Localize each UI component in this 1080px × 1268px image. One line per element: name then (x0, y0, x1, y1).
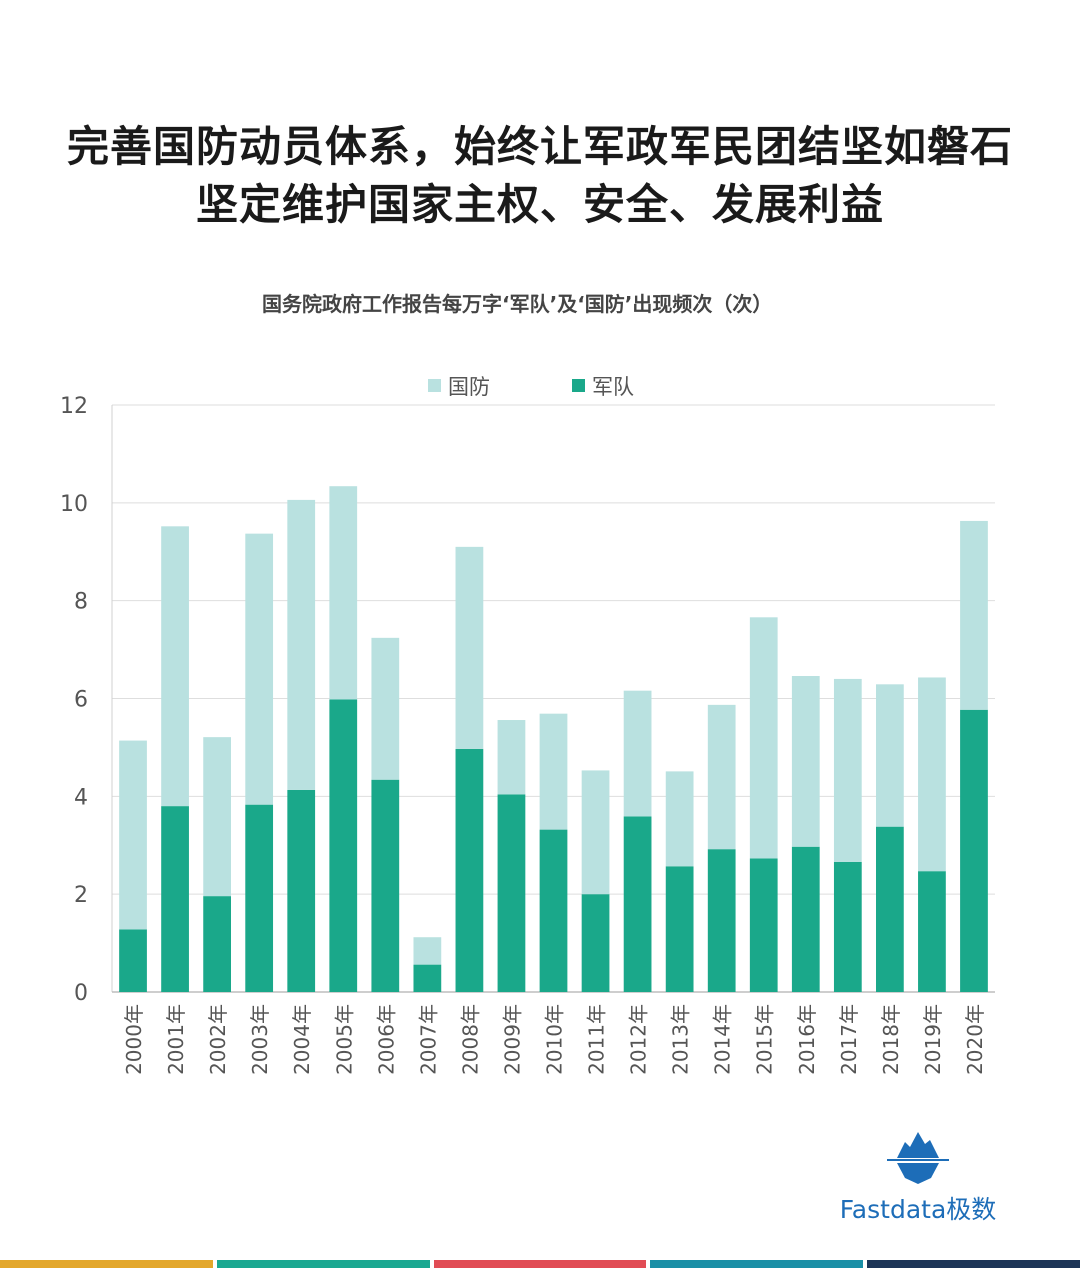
bar-国防-2002年 (203, 737, 231, 897)
bar-军队-2010年 (539, 829, 568, 992)
x-tick-label: 2003年 (248, 1004, 272, 1075)
bar-国防-2001年 (161, 526, 189, 807)
bar-军队-2006年 (371, 779, 400, 992)
bar-军队-2015年 (749, 858, 778, 992)
legend-label-国防: 国防 (448, 375, 490, 399)
x-tick-label: 2000年 (122, 1004, 146, 1075)
bar-军队-2012年 (623, 816, 652, 992)
bar-国防-2014年 (707, 704, 736, 850)
bar-国防-2003年 (245, 533, 274, 805)
y-tick-label: 2 (74, 883, 88, 908)
x-tick-label: 2018年 (879, 1004, 903, 1075)
bar-军队-2016年 (791, 846, 820, 992)
headline-line-1: 完善国防动员体系，始终让军政军民团结坚如磐石 (66, 122, 1013, 171)
footer-stripe-4 (650, 1260, 864, 1268)
bar-军队-2011年 (581, 894, 610, 992)
brand: Fastdata极数 (836, 1128, 1000, 1226)
headline-line-2: 坚定维护国家主权、安全、发展利益 (195, 180, 884, 229)
bar-军队-2005年 (329, 699, 358, 992)
x-tick-label: 2011年 (585, 1004, 609, 1075)
x-tick-label: 2010年 (543, 1004, 567, 1075)
x-tick-label: 2019年 (921, 1004, 945, 1075)
x-tick-label: 2012年 (627, 1004, 651, 1075)
y-tick-label: 8 (74, 590, 88, 615)
x-tick-label: 2001年 (164, 1004, 188, 1075)
bar-国防-2005年 (329, 486, 358, 700)
bar-军队-2009年 (497, 794, 526, 992)
bar-国防-2004年 (287, 499, 316, 790)
x-tick-label: 2002年 (206, 1004, 230, 1075)
bar-军队-2013年 (665, 866, 694, 992)
y-tick-label: 0 (74, 981, 88, 1006)
bar-国防-2015年 (749, 617, 778, 859)
y-tick-label: 10 (60, 492, 88, 517)
bar-军队-2017年 (833, 861, 862, 992)
x-tick-label: 2004年 (290, 1004, 314, 1075)
bar-军队-2007年 (413, 964, 442, 992)
x-tick-label: 2005年 (332, 1004, 356, 1075)
y-tick-label: 6 (74, 688, 88, 713)
bar-国防-2013年 (665, 771, 694, 867)
bar-国防-2019年 (918, 677, 946, 872)
footer-stripe-5 (867, 1260, 1080, 1268)
y-tick-label: 12 (60, 394, 88, 419)
headline: 完善国防动员体系，始终让军政军民团结坚如磐石 坚定维护国家主权、安全、发展利益 (0, 118, 1080, 234)
bar-国防-2008年 (455, 546, 484, 749)
x-tick-label: 2009年 (500, 1004, 524, 1075)
bar-军队-2008年 (455, 748, 484, 992)
x-tick-label: 2014年 (711, 1004, 735, 1075)
x-tick-label: 2008年 (458, 1004, 482, 1075)
bar-国防-2016年 (791, 675, 820, 847)
x-tick-label: 2020年 (963, 1004, 987, 1075)
legend-label-军队: 军队 (592, 375, 634, 399)
bar-国防-2012年 (623, 690, 652, 817)
bar-军队-2003年 (245, 804, 274, 992)
x-tick-label: 2015年 (753, 1004, 777, 1075)
bar-军队-2018年 (876, 826, 904, 992)
bar-国防-2011年 (581, 770, 610, 895)
footer-stripe-2 (216, 1260, 430, 1268)
bar-国防-2006年 (371, 637, 400, 780)
bar-国防-2020年 (960, 520, 988, 710)
bar-国防-2007年 (413, 937, 442, 965)
x-tick-label: 2013年 (669, 1004, 693, 1075)
brand-label: Fastdata极数 (839, 1195, 997, 1224)
iceberg-logo-icon (887, 1132, 949, 1184)
bar-国防-2000年 (119, 740, 147, 930)
bar-军队-2001年 (161, 806, 189, 992)
legend-swatch-国防 (428, 379, 441, 392)
bar-军队-2000年 (119, 929, 147, 992)
x-tick-label: 2007年 (416, 1004, 440, 1075)
bar-国防-2010年 (539, 713, 568, 830)
footer-stripe-1 (0, 1260, 213, 1268)
bar-国防-2017年 (833, 678, 862, 862)
footer-stripe-3 (433, 1260, 647, 1268)
bar-国防-2018年 (876, 684, 904, 827)
legend-swatch-军队 (572, 379, 585, 392)
y-tick-label: 4 (74, 785, 88, 810)
bar-国防-2009年 (497, 720, 526, 795)
bar-军队-2019年 (918, 871, 946, 992)
x-tick-label: 2017年 (837, 1004, 861, 1075)
footer-stripes (0, 1260, 1080, 1268)
stacked-bar-chart: 0 2 4 6 8 10 12 2000年 2001年 2002年 2003年 2004年 2005年 2… (60, 375, 995, 1075)
bar-军队-2004年 (287, 789, 316, 992)
bar-军队-2020年 (960, 709, 988, 992)
bar-军队-2014年 (707, 849, 736, 992)
x-tick-label: 2016年 (795, 1004, 819, 1075)
x-tick-label: 2006年 (374, 1004, 398, 1075)
bar-军队-2002年 (203, 896, 231, 992)
chart-title: 国务院政府工作报告每万字‘军队’及‘国防’出现频次（次） (262, 292, 773, 316)
